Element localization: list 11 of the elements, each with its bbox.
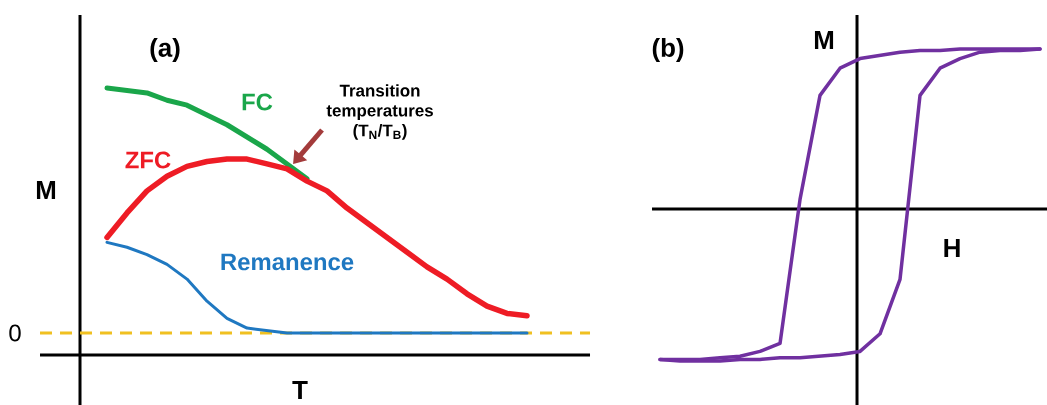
chart-title: (b)	[652, 37, 684, 63]
x-axis-title: H	[944, 239, 960, 257]
annotation: Transition temperatures (T$_{N}$/T$_{B}$)	[326, 84, 433, 140]
y-axis-title: M	[36, 181, 56, 199]
chart-title: (a)	[150, 37, 180, 63]
series-label: ZFC	[125, 151, 171, 169]
series-label: FC	[242, 93, 273, 111]
ref-line-label: 0	[9, 324, 21, 342]
series-label: Remanence	[221, 253, 354, 271]
x-axis-title: T	[292, 381, 308, 399]
y-axis-title: M	[814, 31, 834, 49]
